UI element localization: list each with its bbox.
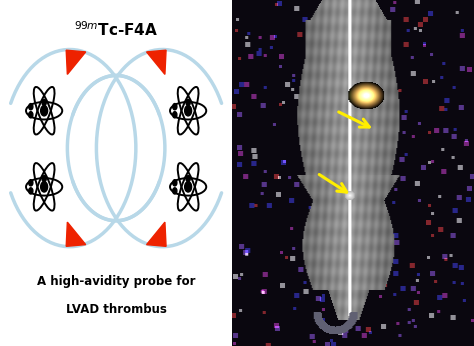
Circle shape [173, 103, 177, 110]
Circle shape [29, 180, 33, 186]
Circle shape [41, 106, 47, 116]
Circle shape [29, 188, 33, 194]
Circle shape [173, 112, 177, 118]
Circle shape [173, 180, 177, 186]
Circle shape [186, 176, 190, 182]
Circle shape [173, 188, 177, 194]
Polygon shape [66, 50, 86, 74]
Circle shape [42, 176, 46, 182]
Text: $^{99m}$Tc-F4A: $^{99m}$Tc-F4A [74, 20, 158, 39]
Circle shape [29, 112, 33, 118]
Circle shape [185, 106, 191, 116]
Circle shape [41, 182, 47, 192]
Text: A high-avidity probe for: A high-avidity probe for [37, 275, 195, 289]
Circle shape [29, 103, 33, 110]
Polygon shape [146, 222, 166, 246]
Polygon shape [66, 222, 86, 246]
Circle shape [185, 182, 191, 192]
Circle shape [186, 100, 190, 106]
Text: LVAD thrombus: LVAD thrombus [66, 303, 166, 316]
Circle shape [42, 100, 46, 106]
Polygon shape [146, 50, 166, 74]
